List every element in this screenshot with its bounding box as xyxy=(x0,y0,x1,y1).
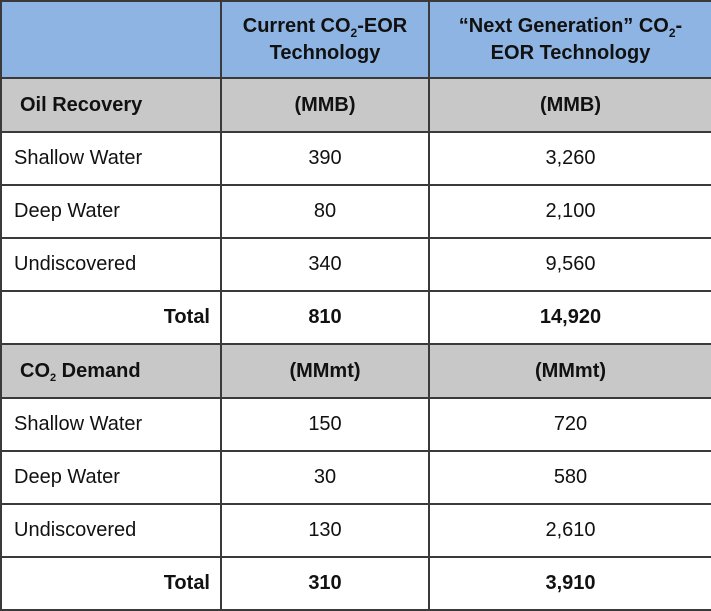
header-current-suffix: -EOR xyxy=(357,14,408,37)
table-row: Deep Water 30 580 xyxy=(0,450,711,505)
co2-label-subscript: 2 xyxy=(50,371,57,384)
total-next-value: 3,910 xyxy=(428,556,711,611)
co2-label-text: CO xyxy=(20,359,50,382)
table-row: Shallow Water 150 720 xyxy=(0,397,711,452)
row-next-value: 2,610 xyxy=(428,503,711,558)
row-current-value: 80 xyxy=(220,184,430,239)
row-next-value: 3,260 xyxy=(428,131,711,186)
row-current-value: 340 xyxy=(220,237,430,292)
oil-recovery-label: Oil Recovery xyxy=(0,77,222,133)
header-next-suffix: - xyxy=(675,14,683,37)
header-current-technology: Current CO2-EOR Technology xyxy=(220,0,430,79)
total-current-value: 310 xyxy=(220,556,430,611)
row-label: Shallow Water xyxy=(0,397,222,452)
header-next-subscript: 2 xyxy=(668,25,676,40)
oil-total-row: Total 810 14,920 xyxy=(0,290,711,345)
header-current-line2: Technology xyxy=(269,41,381,64)
total-next-value: 14,920 xyxy=(428,290,711,345)
total-label: Total xyxy=(0,556,222,611)
row-next-value: 580 xyxy=(428,450,711,505)
row-next-value: 720 xyxy=(428,397,711,452)
co2-label-suffix: Demand xyxy=(56,359,141,382)
row-label: Shallow Water xyxy=(0,131,222,186)
header-next-generation-technology: “Next Generation” CO2- EOR Technology xyxy=(428,0,711,79)
co2-unit-current: (MMmt) xyxy=(220,343,430,399)
header-current-subscript: 2 xyxy=(350,25,358,40)
row-label: Deep Water xyxy=(0,184,222,239)
table-row: Shallow Water 390 3,260 xyxy=(0,131,711,186)
header-current-text: Current CO xyxy=(242,14,351,37)
oil-unit-current: (MMB) xyxy=(220,77,430,133)
co2-demand-section-row: CO2 Demand (MMmt) (MMmt) xyxy=(0,343,711,399)
row-next-value: 2,100 xyxy=(428,184,711,239)
header-next-line2: EOR Technology xyxy=(490,41,651,64)
total-current-value: 810 xyxy=(220,290,430,345)
total-label: Total xyxy=(0,290,222,345)
oil-recovery-section-row: Oil Recovery (MMB) (MMB) xyxy=(0,77,711,133)
header-row: Current CO2-EOR Technology “Next Generat… xyxy=(0,0,711,79)
co2-unit-next: (MMmt) xyxy=(428,343,711,399)
row-next-value: 9,560 xyxy=(428,237,711,292)
co2-total-row: Total 310 3,910 xyxy=(0,556,711,611)
row-current-value: 150 xyxy=(220,397,430,452)
row-current-value: 30 xyxy=(220,450,430,505)
row-label: Deep Water xyxy=(0,450,222,505)
row-label: Undiscovered xyxy=(0,237,222,292)
row-current-value: 130 xyxy=(220,503,430,558)
row-current-value: 390 xyxy=(220,131,430,186)
table-row: Deep Water 80 2,100 xyxy=(0,184,711,239)
table-row: Undiscovered 130 2,610 xyxy=(0,503,711,558)
header-blank-cell xyxy=(0,0,222,79)
row-label: Undiscovered xyxy=(0,503,222,558)
header-next-text: “Next Generation” CO xyxy=(458,14,669,37)
table-row: Undiscovered 340 9,560 xyxy=(0,237,711,292)
co2-demand-label: CO2 Demand xyxy=(0,343,222,399)
oil-unit-next: (MMB) xyxy=(428,77,711,133)
